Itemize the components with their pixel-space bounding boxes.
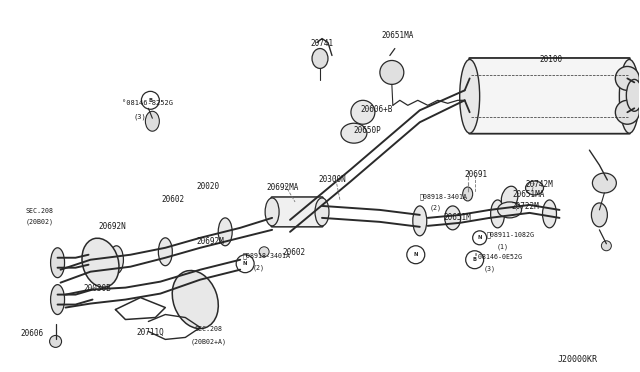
Ellipse shape — [460, 60, 479, 133]
Text: 20606+B: 20606+B — [361, 105, 394, 114]
Text: N: N — [413, 252, 418, 257]
Ellipse shape — [543, 200, 557, 228]
Text: 20606: 20606 — [20, 330, 44, 339]
Circle shape — [473, 231, 486, 245]
Text: 20692N: 20692N — [99, 222, 126, 231]
Ellipse shape — [51, 285, 65, 314]
Text: 20741: 20741 — [310, 39, 333, 48]
Text: SEC.208: SEC.208 — [195, 327, 222, 333]
Text: (1): (1) — [497, 244, 509, 250]
Text: 20030B: 20030B — [83, 283, 111, 293]
Ellipse shape — [593, 173, 616, 193]
Circle shape — [407, 246, 425, 264]
Ellipse shape — [172, 270, 218, 328]
Text: 20100: 20100 — [540, 55, 563, 64]
Text: 20742M: 20742M — [525, 180, 554, 189]
Text: 20692MA: 20692MA — [266, 183, 298, 192]
Ellipse shape — [413, 206, 427, 236]
Text: 20651M: 20651M — [444, 213, 472, 222]
Text: N: N — [477, 235, 482, 240]
Ellipse shape — [491, 200, 504, 228]
Text: °08146-8252G: °08146-8252G — [122, 100, 173, 106]
Circle shape — [259, 247, 269, 257]
Text: °08146-0E52G: °08146-0E52G — [474, 254, 522, 260]
Text: ⓝ08911-1082G: ⓝ08911-1082G — [486, 232, 534, 238]
Text: B: B — [473, 257, 477, 262]
Ellipse shape — [82, 238, 119, 287]
Text: 20711Q: 20711Q — [136, 327, 164, 336]
Ellipse shape — [498, 202, 522, 218]
Circle shape — [49, 336, 61, 347]
Ellipse shape — [265, 198, 279, 226]
Text: 20651MA: 20651MA — [382, 31, 414, 39]
Text: (3): (3) — [484, 266, 495, 272]
Text: ⓝ08918-3401A: ⓝ08918-3401A — [242, 253, 290, 259]
Ellipse shape — [501, 186, 518, 210]
Text: 20300N: 20300N — [318, 175, 346, 184]
Text: N: N — [243, 261, 248, 266]
Text: (20B02): (20B02) — [26, 219, 54, 225]
Ellipse shape — [525, 181, 543, 195]
Text: 20692M: 20692M — [196, 237, 224, 246]
Ellipse shape — [51, 248, 65, 278]
Ellipse shape — [341, 123, 367, 143]
Circle shape — [466, 251, 484, 269]
Text: (3): (3) — [133, 113, 146, 120]
Ellipse shape — [315, 198, 329, 226]
Text: J20000KR: J20000KR — [557, 355, 598, 364]
Text: (2): (2) — [252, 265, 264, 271]
Ellipse shape — [351, 100, 375, 124]
Ellipse shape — [380, 61, 404, 84]
Ellipse shape — [312, 48, 328, 68]
Ellipse shape — [627, 79, 640, 111]
Circle shape — [602, 241, 611, 251]
Text: 20722M: 20722M — [511, 202, 540, 211]
Circle shape — [236, 255, 254, 273]
Text: 20602: 20602 — [282, 248, 305, 257]
Ellipse shape — [463, 187, 473, 201]
Ellipse shape — [445, 206, 461, 230]
Text: 20691: 20691 — [465, 170, 488, 179]
Ellipse shape — [591, 203, 607, 227]
Text: 20651MA: 20651MA — [513, 190, 545, 199]
Text: (20B02+A): (20B02+A) — [190, 339, 227, 345]
Ellipse shape — [620, 60, 639, 133]
Text: (2): (2) — [430, 205, 442, 211]
Ellipse shape — [109, 246, 124, 274]
Text: SEC.208: SEC.208 — [26, 208, 54, 214]
Text: ⓝ08918-3401A: ⓝ08918-3401A — [420, 193, 468, 200]
Text: 20602: 20602 — [161, 195, 184, 204]
Text: 20020: 20020 — [196, 182, 220, 191]
FancyBboxPatch shape — [469, 58, 630, 134]
FancyBboxPatch shape — [271, 197, 323, 227]
Circle shape — [141, 92, 159, 109]
Ellipse shape — [158, 238, 172, 266]
Text: B: B — [148, 98, 152, 103]
Ellipse shape — [218, 218, 232, 246]
Ellipse shape — [615, 100, 639, 124]
Text: 20650P: 20650P — [354, 126, 381, 135]
Ellipse shape — [615, 67, 639, 90]
Ellipse shape — [145, 111, 159, 131]
